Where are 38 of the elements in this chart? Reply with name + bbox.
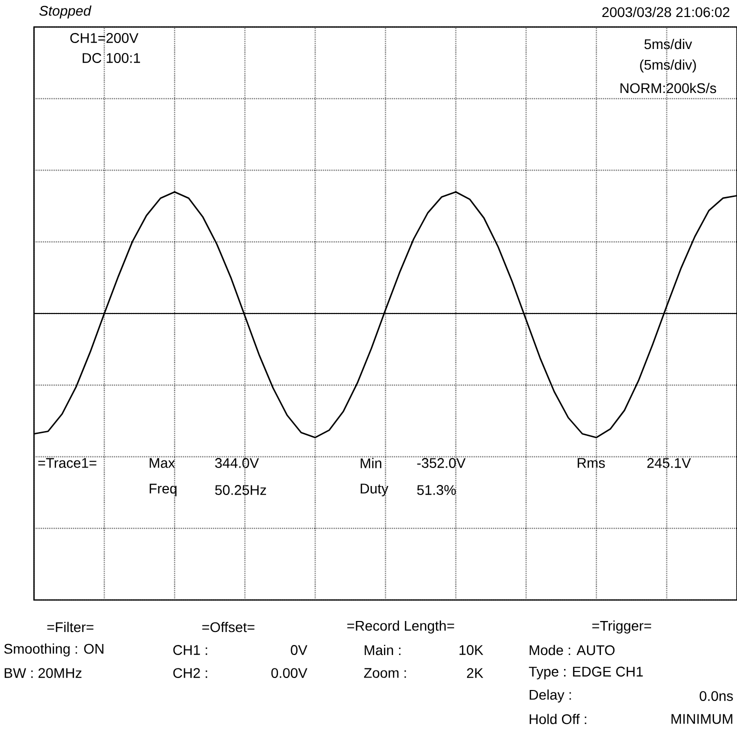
text: NORM:200kS/s [620,82,716,94]
text: 245.1V [647,458,691,468]
text: -352.0V [417,458,466,468]
text: Min [360,458,382,468]
text: Smoothing : ON [4,643,104,657]
chart-title: Stopped [39,5,92,19]
text: =Trace1= [38,458,96,468]
text: =Trigger= [592,620,652,634]
text: CH1 : [173,645,208,655]
text: 344.0V [215,458,259,468]
text: DC 100:1 [82,53,140,63]
text: =Filter= [47,622,94,632]
text: 51.3% [417,485,456,495]
text: CH2 : [173,668,208,678]
text: CH1=200V [70,33,138,43]
text: MINIMUM [672,714,732,724]
text: Zoom : [364,668,406,678]
text: =Offset= [202,622,254,632]
text: Delay : [530,689,571,703]
text: BW : 20MHz [4,668,82,678]
text: Freq [150,484,176,496]
text: 50.25Hz [215,485,266,495]
text: Type : EDGE CH1 [528,666,643,680]
text: 2K [466,668,484,678]
text: 0V [290,645,308,655]
text: Mode : AUTO [530,644,615,656]
text: Max [150,458,175,468]
text: Main : [364,644,400,656]
chart-subtitle: 2003/03/28 21:06:02 [602,6,730,18]
text: 10K [460,645,484,655]
text: Rms [578,458,605,468]
text: Duty [360,484,388,496]
text: 0.0ns [700,691,733,701]
text: 0.00V [271,668,308,678]
text: 5ms/div [644,38,692,50]
text: Hold Off : [530,714,586,724]
text: (5ms/div) [640,59,696,73]
text: =Record Length= [347,620,454,634]
